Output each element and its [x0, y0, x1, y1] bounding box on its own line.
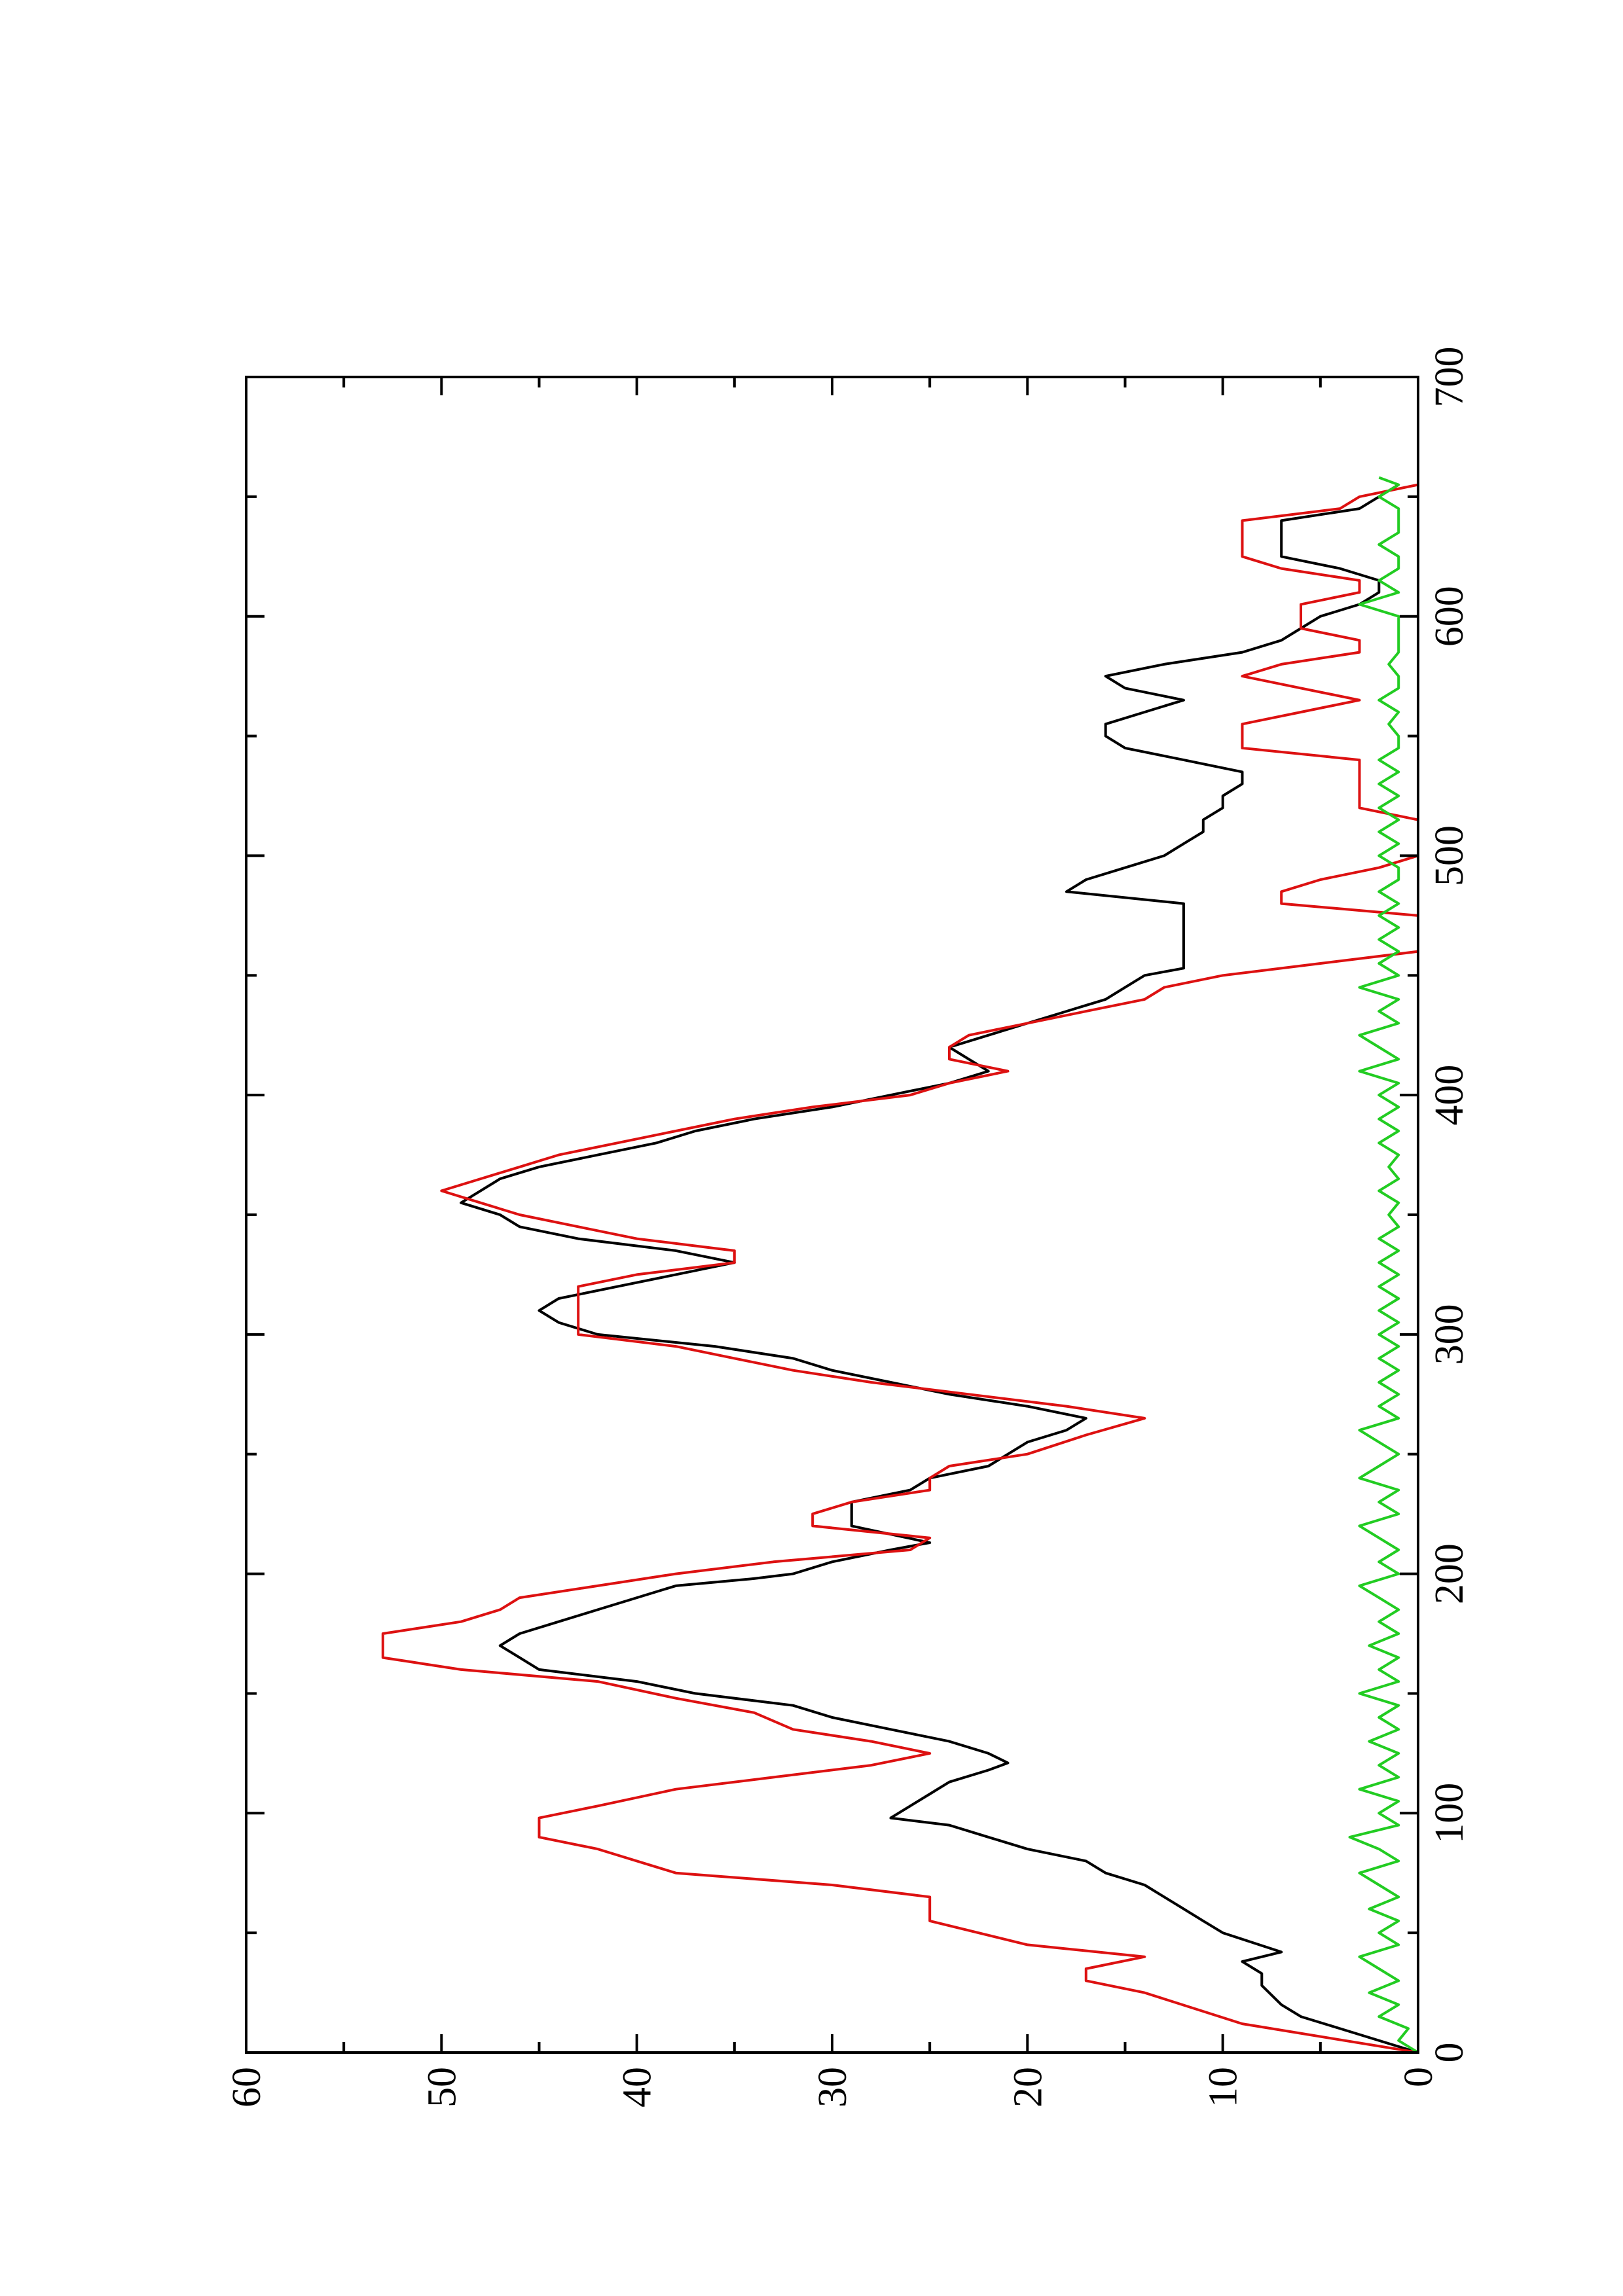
x-tick-label: 200	[1427, 1543, 1472, 1604]
y-tick-label: 10	[1201, 2067, 1246, 2108]
series-line-2	[381, 483, 1419, 2054]
y-tick-label: 0	[1396, 2067, 1441, 2087]
series-layer	[381, 476, 1419, 2054]
y-tick-label: 40	[615, 2067, 660, 2108]
rotated-plot-group: 0 100 200 300 400 500 600 700 0 10 20 30 40 50 60	[225, 347, 1472, 2108]
y-tick-label: 20	[1006, 2067, 1050, 2108]
x-tick-label: 300	[1427, 1304, 1472, 1365]
x-tick-label: 600	[1427, 586, 1472, 647]
series-line-1	[460, 483, 1419, 2054]
x-axis-tick-labels: 0 100 200 300 400 500 600 700	[1427, 347, 1472, 2063]
x-tick-label: 700	[1427, 347, 1472, 408]
x-tick-label: 0	[1427, 2043, 1472, 2063]
x-tick-label: 100	[1427, 1783, 1472, 1844]
y-tick-label: 30	[811, 2067, 855, 2108]
y-axis-tick-labels: 0 10 20 30 40 50 60	[225, 2067, 1441, 2108]
y-tick-label: 60	[225, 2067, 269, 2108]
plot-frame	[245, 376, 1419, 2054]
x-tick-label: 400	[1427, 1065, 1472, 1126]
x-tick-label: 500	[1427, 825, 1472, 886]
series-line-3	[1348, 476, 1419, 2054]
tick-marks	[245, 376, 1419, 2054]
y-tick-label: 50	[420, 2067, 464, 2108]
